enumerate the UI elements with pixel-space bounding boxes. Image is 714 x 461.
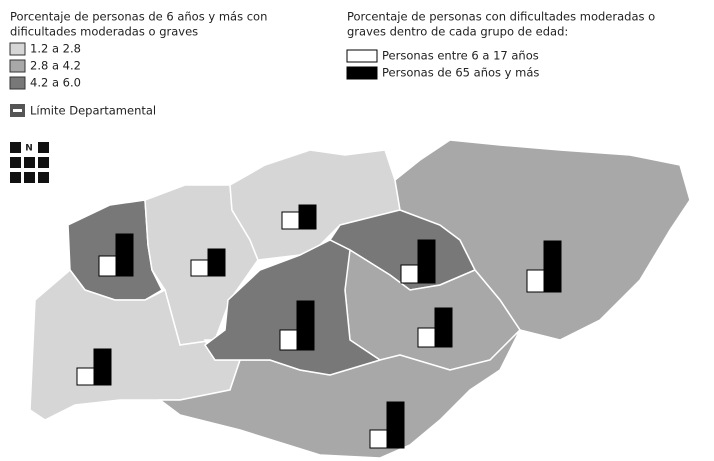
legend-swatch [346,66,378,80]
bar [417,327,436,348]
bar [76,367,95,386]
bar [417,239,436,284]
legend-title: graves dentro de cada grupo de edad: [347,25,568,39]
regions [29,139,691,459]
bar [298,204,317,230]
bar [281,211,300,230]
legend-swatch [9,59,26,73]
legend-label: 2.8 a 4.2 [30,59,81,73]
region [394,139,691,341]
bar [386,401,405,449]
legend-label: Personas de 65 años y más [382,66,539,80]
legend-label: Personas entre 6 a 17 años [382,49,539,63]
legend-swatch [346,49,378,63]
legend-label: 4.2 a 6.0 [30,76,81,90]
bar [434,307,453,348]
bar [369,429,388,449]
bar [93,348,112,386]
bar [400,264,419,284]
bar [98,255,117,277]
legend-title: dificultades moderadas o graves [10,25,198,39]
legend-swatch [9,42,26,56]
legend-swatch [9,76,26,90]
north-arrow [10,142,49,183]
boundary-label: Límite Departamental [30,104,156,118]
legend-title: Porcentaje de personas con dificultades … [347,10,655,24]
bar [526,269,545,293]
bar [543,240,562,293]
bar [190,259,209,277]
boundary-symbol [10,104,25,117]
bar [296,300,315,351]
bar [207,248,226,277]
legend-label: 1.2 a 2.8 [30,42,81,56]
bar [115,233,134,277]
legend-title: Porcentaje de personas de 6 años y más c… [10,10,267,24]
bar [279,329,298,351]
region [203,239,382,376]
north-label: N [25,144,33,154]
